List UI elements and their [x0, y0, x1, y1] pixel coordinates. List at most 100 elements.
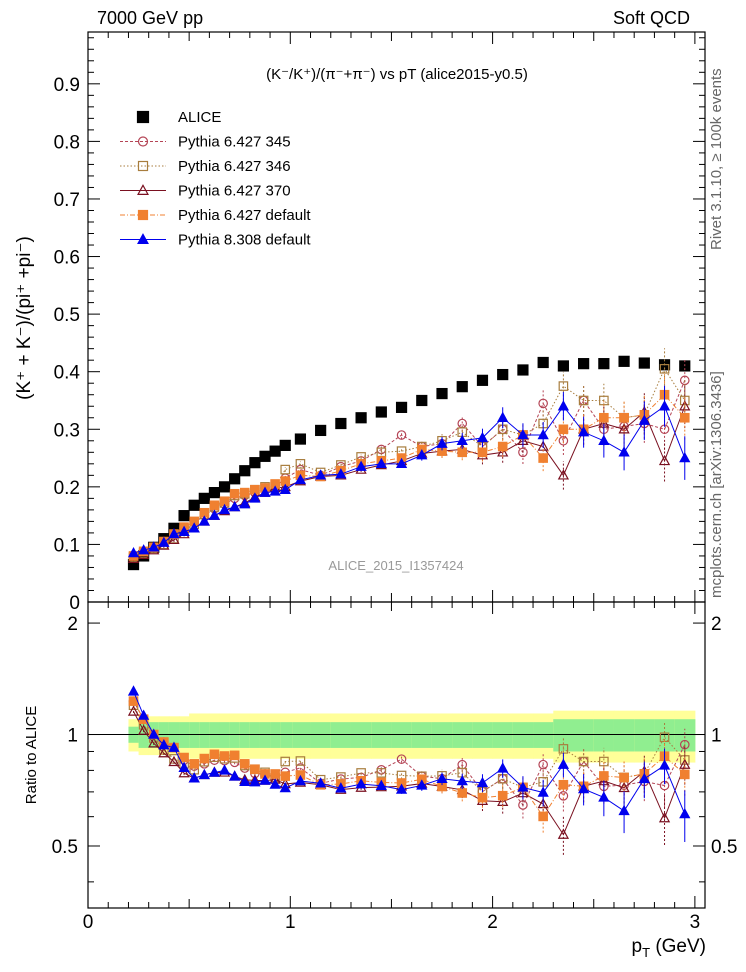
ratio-point: [618, 804, 630, 816]
data-point: [618, 355, 630, 367]
ratio-point: [209, 749, 220, 760]
ratio-y-tick-label: 1: [67, 726, 78, 747]
data-point: [315, 424, 327, 437]
mc-point: [477, 447, 488, 458]
legend-label: Pythia 6.427 370: [178, 183, 291, 200]
legend-marker: [137, 233, 149, 244]
mc-point: [188, 522, 200, 533]
ratio-point: [158, 747, 170, 758]
ratio-point: [218, 764, 231, 775]
ratio-point: [189, 759, 200, 769]
mc-point: [558, 435, 569, 446]
series-1: [128, 358, 690, 561]
series-line: [133, 367, 686, 558]
ratio-point: [270, 769, 280, 779]
ratio-point: [679, 807, 691, 819]
ratio-point: [436, 772, 448, 783]
stat-band: [292, 722, 312, 748]
data-point: [395, 401, 408, 413]
ratio-y-tick-label-right: 1: [711, 726, 722, 747]
ratio-point: [198, 768, 210, 780]
y-tick-label: 0.2: [54, 478, 80, 499]
mc-point: [619, 412, 629, 423]
ratio-point: [229, 770, 241, 781]
y-tick-label: 0.7: [54, 190, 80, 211]
stat-band: [310, 722, 332, 748]
mc-point: [208, 509, 221, 520]
y-tick-label: 0.4: [54, 363, 81, 384]
mc-point: [168, 527, 180, 539]
data-point: [578, 358, 590, 370]
mcplots-label: mcplots.cern.ch [arXiv:1306.3436]: [708, 371, 725, 598]
mc-point: [239, 498, 251, 509]
mc-point: [375, 457, 387, 469]
ratio-point: [295, 756, 306, 766]
stat-band: [553, 719, 575, 752]
mc-point: [538, 453, 548, 463]
series-2: [128, 348, 690, 562]
ratio-point: [335, 782, 347, 793]
ratio-point: [396, 754, 407, 764]
header-right: Soft QCD: [613, 8, 690, 28]
stat-band: [249, 722, 261, 748]
mc-point: [178, 525, 190, 536]
mc-point: [395, 457, 408, 469]
mc-point: [158, 536, 170, 547]
ratio-frame: [87, 601, 706, 909]
main-y-label: (K⁺ + K⁻)/(pi⁺ +pi⁻): [14, 236, 35, 400]
mc-point: [229, 500, 241, 512]
mc-point: [355, 460, 367, 471]
stat-band: [189, 722, 200, 748]
mc-point: [249, 492, 261, 503]
ratio-point: [199, 753, 210, 764]
ratio-point: [178, 767, 190, 778]
stat-band: [209, 722, 220, 748]
ratio-point: [259, 774, 271, 785]
x-tick-label: 3: [690, 912, 701, 933]
ratio-point: [375, 779, 387, 790]
ratio-point: [679, 739, 690, 750]
main-panel: 0 0.1 0.2 0.3 0.4 0.5 0.6 0.7 0.8 0.9 (K⁻/K⁺)/(π⁻…: [14, 31, 706, 614]
series-4: [128, 374, 690, 561]
mc-point: [335, 468, 347, 479]
mc-point: [137, 544, 150, 555]
ratio-point: [250, 764, 260, 775]
ratio-point: [638, 772, 650, 784]
mc-point: [280, 464, 291, 475]
stat-band: [512, 722, 534, 748]
legend-label: Pythia 6.427 345: [178, 134, 291, 151]
y-tick-label: 0.3: [54, 420, 80, 441]
stat-band: [371, 722, 392, 748]
stat-band: [179, 722, 190, 748]
ratio-point: [599, 756, 609, 767]
main-title: (K⁻/K⁺)/(π⁻+π⁻) vs pT (alice2015-y0.5): [266, 66, 528, 83]
mc-point: [557, 400, 570, 411]
data-point: [557, 360, 569, 372]
ratio-point: [148, 728, 160, 739]
mc-point: [497, 441, 508, 452]
mc-point: [618, 423, 630, 434]
ratio-point: [416, 779, 428, 790]
mc-point: [599, 412, 609, 423]
data-point: [355, 412, 367, 424]
stat-band: [674, 719, 696, 752]
stat-band: [239, 722, 251, 748]
data-point: [416, 394, 428, 407]
y-tick-label: 0.6: [54, 248, 80, 269]
ratio-point: [137, 709, 150, 720]
stat-band: [270, 722, 281, 748]
y-tick-label: 0.5: [54, 305, 80, 326]
data-point: [259, 450, 271, 462]
stat-band: [280, 722, 294, 748]
mc-point: [239, 487, 250, 498]
legend-marker: [137, 136, 149, 147]
mc-point: [679, 412, 690, 423]
stat-band: [168, 722, 180, 748]
ratio-point: [355, 778, 367, 789]
ratio-point: [269, 778, 281, 789]
mc-point: [436, 437, 448, 448]
stat-band: [391, 722, 413, 748]
mc-point: [578, 395, 589, 406]
mc-point: [557, 469, 570, 480]
ratio-point: [497, 790, 508, 801]
